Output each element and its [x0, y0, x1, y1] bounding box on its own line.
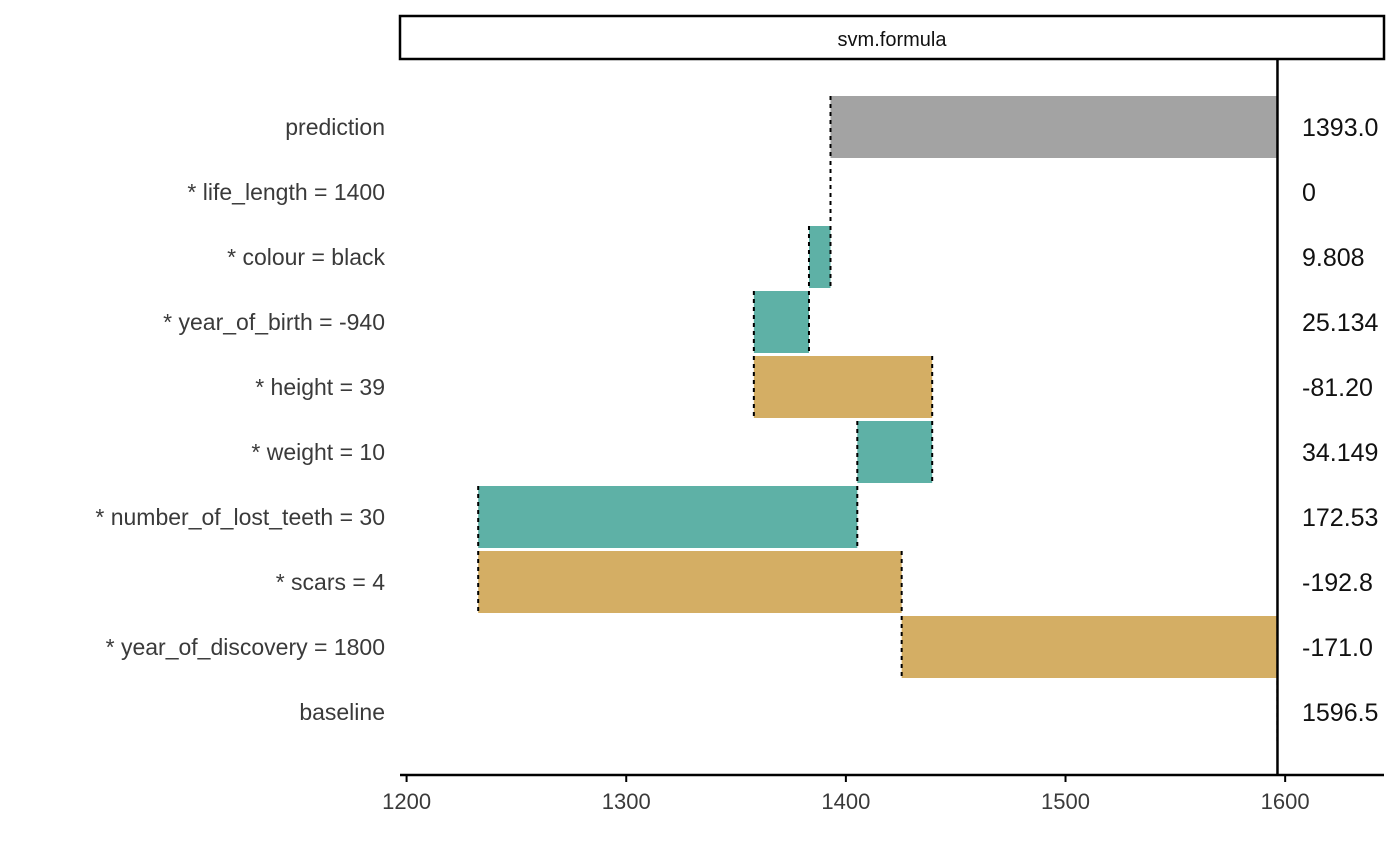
value-label-6: 172.53: [1302, 504, 1378, 532]
value-label-1: 0: [1302, 179, 1316, 207]
bar-3: [753, 291, 809, 353]
value-label-9: 1596.5: [1302, 699, 1378, 727]
x-tick-label-3: 1500: [1041, 789, 1090, 814]
x-tick-label-0: 1200: [382, 789, 431, 814]
x-tick-label-2: 1400: [821, 789, 870, 814]
x-axis: 1200 1300 1400 1500 1600: [382, 773, 1384, 814]
strip-header: svm.formula: [398, 14, 1386, 61]
value-label-8: -171.0: [1302, 634, 1373, 662]
bar-7: [478, 551, 902, 613]
row-label-2: * colour = black: [227, 244, 385, 270]
panel-title: svm.formula: [838, 29, 948, 51]
row-label-4: * height = 39: [255, 374, 385, 400]
row-label-8: * year_of_discovery = 1800: [106, 634, 385, 660]
strip-box: [398, 14, 1386, 61]
value-label-2: 9.808: [1302, 244, 1365, 272]
value-label-4: -81.20: [1302, 374, 1373, 402]
bar-4: [753, 356, 933, 418]
row-label-9: baseline: [299, 699, 385, 725]
bar-0: [830, 96, 1278, 158]
row-label-7: * scars = 4: [276, 569, 386, 595]
value-label-7: -192.8: [1302, 569, 1373, 597]
x-tick-label-4: 1600: [1261, 789, 1310, 814]
row-label-1: * life_length = 1400: [187, 179, 385, 205]
row-label-6: * number_of_lost_teeth = 30: [95, 504, 385, 530]
value-label-3: 25.134: [1302, 309, 1379, 337]
bar-5: [857, 421, 933, 483]
bar-2: [808, 226, 831, 288]
row-label-5: * weight = 10: [251, 439, 385, 465]
value-label-5: 34.149: [1302, 439, 1378, 467]
row-labels: prediction * life_length = 1400 * colour =…: [95, 114, 385, 725]
bar-6: [478, 486, 858, 548]
bar-8: [901, 616, 1278, 678]
row-label-3: * year_of_birth = -940: [163, 309, 385, 335]
x-tick-label-1: 1300: [602, 789, 651, 814]
bars-layer: [478, 96, 1278, 678]
value-labels: 1393.0 0 9.808 25.134 -81.20 34.149 172.53 -192…: [1302, 114, 1379, 727]
value-label-0: 1393.0: [1302, 114, 1378, 142]
row-label-0: prediction: [285, 114, 385, 140]
